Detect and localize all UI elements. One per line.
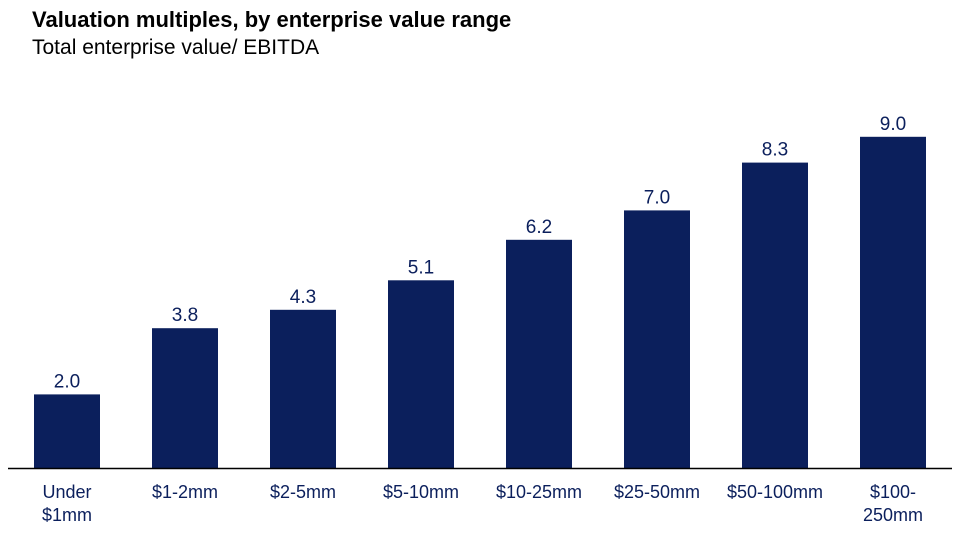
x-tick-label-1: Under $1mm [42,482,92,525]
bar-2 [152,328,218,468]
value-label-6: 7.0 [644,187,670,208]
value-label-7: 8.3 [762,140,788,161]
bars-layer [34,136,926,469]
value-label-5: 6.2 [526,217,552,238]
x-tick-label-line: $100- [870,482,916,502]
bar-3 [270,309,336,468]
bar-4 [388,280,454,468]
x-tick-label-4: $5-10mm [383,482,459,502]
bar-5 [506,239,572,468]
value-label-4: 5.1 [408,257,434,278]
value-label-2: 3.8 [172,305,198,326]
x-tick-label-line: $1-2mm [152,482,218,502]
x-tick-label-line: 250mm [863,505,923,525]
x-tick-labels-layer: Under $1mm $1-2mm $2-5mm $5-10mm $10-25mm $25-… [42,482,923,525]
x-tick-label-line: $25-50mm [614,482,700,502]
value-label-1: 2.0 [54,371,80,392]
x-tick-label-7: $50-100mm [727,482,823,502]
x-tick-label-line: $10-25mm [496,482,582,502]
bar-8 [860,136,926,469]
x-tick-label-8: $100- 250mm [863,482,923,525]
chart-title: Valuation multiples, by enterprise value… [32,7,512,32]
chart-subtitle: Total enterprise value/ EBITDA [32,36,320,59]
x-tick-label-line: $2-5mm [270,482,336,502]
x-tick-label-6: $25-50mm [614,482,700,502]
value-labels-layer: 2.0 3.8 4.3 5.1 6.2 7.0 8.3 9.0 [54,114,906,393]
x-tick-label-line: $1mm [42,505,92,525]
x-tick-label-line: $50-100mm [727,482,823,502]
value-label-8: 9.0 [880,114,906,135]
x-tick-label-line: $5-10mm [383,482,459,502]
x-tick-label-2: $1-2mm [152,482,218,502]
value-label-3: 4.3 [290,287,316,308]
bar-1 [34,394,100,468]
x-tick-label-3: $2-5mm [270,482,336,502]
x-tick-label-5: $10-25mm [496,482,582,502]
bar-6 [624,210,690,468]
x-tick-label-line: Under [42,482,91,502]
bar-7 [742,162,808,468]
